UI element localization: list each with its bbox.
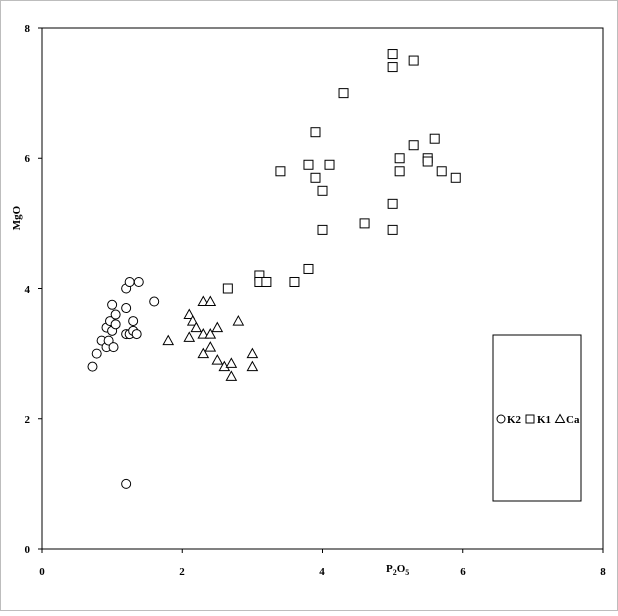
data-point-ca	[246, 360, 259, 372]
legend-entry-k1: K1	[525, 414, 551, 426]
data-point-ca	[197, 295, 210, 307]
y-tick-label-6: 6	[25, 153, 31, 165]
data-point-ca	[183, 331, 196, 342]
data-point-ca	[190, 321, 203, 333]
x-axis-label: P2O5	[386, 563, 409, 577]
legend-label-k1: K1	[537, 414, 551, 426]
data-point-k2	[91, 348, 102, 359]
y-axis-label: MgO	[11, 205, 23, 230]
legend-entry-k2: K2	[496, 414, 522, 426]
data-point-k1	[387, 198, 398, 209]
data-point-k1	[324, 159, 335, 170]
y-tick-label-2: 2	[25, 414, 31, 426]
y-tick-label-4: 4	[25, 284, 31, 296]
data-point-ca	[211, 354, 224, 365]
data-point-k1	[387, 224, 398, 235]
data-point-k1	[387, 62, 398, 73]
data-point-k1	[408, 55, 419, 66]
data-point-ca	[225, 357, 238, 368]
x-tick-label-2: 2	[179, 566, 185, 578]
data-point-k1	[261, 276, 272, 287]
x-tick-label-8: 8	[600, 566, 606, 578]
legend-label-ca: Ca	[566, 414, 580, 426]
legend-marker-k2	[496, 414, 506, 424]
data-point-k2	[107, 299, 118, 310]
data-point-k2	[131, 329, 142, 340]
x-tick-label-4: 4	[319, 566, 325, 578]
data-point-k1	[317, 185, 328, 196]
data-points	[87, 49, 461, 489]
data-point-k2	[128, 316, 139, 327]
legend-marker-k1	[525, 414, 535, 424]
data-point-ca	[197, 347, 210, 359]
legend-label-k2: K2	[507, 414, 522, 426]
data-point-k2	[110, 319, 121, 330]
data-point-k2	[110, 309, 121, 320]
data-point-k1	[394, 166, 405, 177]
data-point-ca	[211, 321, 224, 333]
y-tick-label-8: 8	[25, 23, 31, 35]
data-point-ca	[204, 328, 217, 339]
data-point-k1	[422, 156, 433, 167]
data-point-k1	[303, 263, 314, 274]
data-point-k1	[310, 172, 321, 183]
data-point-k1	[275, 166, 286, 177]
data-point-k1	[303, 159, 314, 170]
data-point-k1	[289, 276, 300, 287]
legend-marker-ca	[554, 413, 566, 423]
data-point-k2	[87, 361, 98, 372]
data-point-k2	[124, 276, 135, 287]
data-point-k2	[149, 296, 160, 307]
data-point-k2	[121, 478, 132, 489]
data-point-ca	[204, 295, 217, 307]
data-point-k1	[222, 283, 233, 294]
data-point-ca	[186, 315, 199, 326]
data-point-k1	[387, 49, 398, 60]
data-point-ca	[246, 347, 259, 359]
data-point-k1	[394, 153, 405, 164]
data-point-k1	[450, 172, 461, 183]
y-tick-label-0: 0	[25, 544, 31, 556]
data-point-k1	[436, 166, 447, 177]
data-point-k1	[317, 224, 328, 235]
legend-entry-ca: Ca	[554, 413, 580, 426]
data-point-ca	[225, 370, 238, 381]
data-point-k1	[429, 133, 440, 144]
data-point-k1	[310, 127, 321, 138]
x-tick-label-6: 6	[460, 566, 466, 578]
data-point-ca	[162, 334, 175, 346]
data-point-k2	[108, 342, 119, 353]
data-point-ca	[204, 341, 217, 352]
data-point-k2	[121, 303, 132, 314]
legend-box	[492, 334, 582, 502]
data-point-ca	[232, 315, 245, 326]
data-point-k1	[408, 140, 419, 151]
axis-ticks	[38, 27, 604, 553]
data-point-ca	[197, 328, 210, 339]
x-tick-label-0: 0	[39, 566, 45, 578]
data-point-k1	[338, 88, 349, 99]
data-point-k1	[359, 218, 370, 229]
data-point-ca	[183, 308, 196, 320]
data-point-k2	[133, 276, 144, 287]
data-point-k2	[103, 335, 114, 346]
